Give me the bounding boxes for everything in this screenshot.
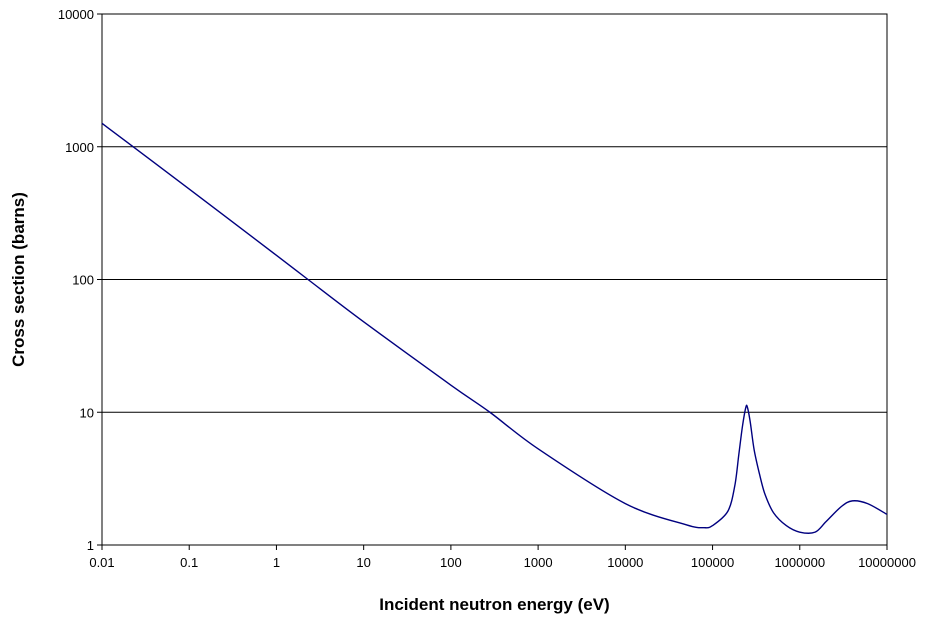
y-tick-label: 1 xyxy=(87,538,94,553)
x-axis-title: Incident neutron energy (eV) xyxy=(379,595,609,614)
x-axis-ticks: 0.01 0.1 1 10 100 1000 10000 100000 1000000 10000… xyxy=(89,545,916,570)
x-tick-label: 1000000 xyxy=(774,555,825,570)
x-tick-label: 0.1 xyxy=(180,555,198,570)
y-tick-label: 10000 xyxy=(58,7,94,22)
y-tick-label: 1000 xyxy=(65,140,94,155)
y-tick-label: 10 xyxy=(80,405,94,420)
x-tick-label: 1 xyxy=(273,555,280,570)
gridlines xyxy=(102,146,887,413)
x-tick-label: 10 xyxy=(356,555,370,570)
x-tick-label: 100000 xyxy=(691,555,734,570)
y-tick-label: 100 xyxy=(72,273,94,288)
series-layer xyxy=(101,122,888,534)
x-tick-label: 10000000 xyxy=(858,555,916,570)
y-axis-ticks: 1 10 100 1000 10000 xyxy=(58,7,102,553)
x-tick-label: 0.01 xyxy=(89,555,114,570)
series-line-0 xyxy=(101,122,888,534)
x-tick-label: 100 xyxy=(440,555,462,570)
y-axis-title: Cross section (barns) xyxy=(9,192,28,367)
x-tick-label: 10000 xyxy=(607,555,643,570)
x-tick-label: 1000 xyxy=(524,555,553,570)
